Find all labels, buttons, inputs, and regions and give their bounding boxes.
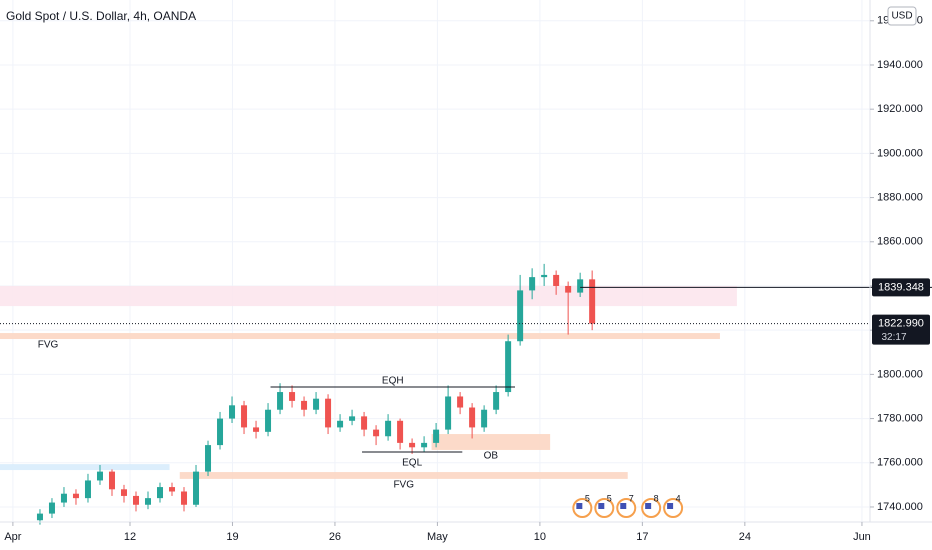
y-tick-label: 1740.000 (877, 501, 923, 513)
candle-body (229, 405, 235, 418)
candle-body (157, 487, 163, 498)
zone (432, 434, 551, 450)
candle-body (193, 472, 199, 505)
countdown-label: 32:17 (881, 332, 906, 343)
event-flag (576, 503, 582, 509)
candle-body (169, 487, 175, 491)
x-tick-label: 12 (124, 531, 136, 543)
candle-body (289, 392, 295, 401)
zone-label: FVG (393, 480, 414, 491)
candle-body (529, 277, 535, 290)
page: {"chart_data": { "type": "candlestick", … (0, 0, 932, 550)
event-count: 4 (676, 493, 681, 503)
marker-label: 1839.348 (878, 281, 924, 293)
candle-body (421, 443, 427, 447)
y-tick-label: 1940.000 (877, 59, 923, 71)
currency-label: USD (891, 11, 912, 22)
x-tick-label: May (427, 531, 448, 543)
zone-label: FVG (38, 340, 59, 351)
x-tick-label: 24 (739, 531, 751, 543)
y-tick-label: 1900.000 (877, 147, 923, 159)
candle-body (337, 421, 343, 428)
event-flag (620, 503, 626, 509)
candle-body (253, 427, 259, 431)
candle-body (217, 419, 223, 446)
x-tick-label: Jun (853, 531, 871, 543)
candle-body (121, 489, 127, 496)
y-tick-label: 1800.000 (877, 368, 923, 380)
x-tick-label: 19 (226, 531, 238, 543)
event-flag (598, 503, 604, 509)
candle-body (577, 279, 583, 292)
candle-body (541, 275, 547, 277)
candle-body (109, 472, 115, 490)
x-tick-label: 17 (636, 531, 648, 543)
y-tick-label: 1880.000 (877, 191, 923, 203)
x-tick-label: Apr (4, 531, 21, 543)
y-tick-label: 1760.000 (877, 457, 923, 469)
candle-body (457, 396, 463, 407)
event-count: 7 (629, 493, 634, 503)
candle-body (49, 503, 55, 514)
candle-body (565, 286, 571, 293)
event-count: 5 (607, 493, 612, 503)
event-flag (645, 503, 651, 509)
candle-body (85, 480, 91, 498)
candle-body (133, 496, 139, 505)
level-label: EQL (402, 458, 422, 469)
candle-body (313, 399, 319, 410)
zone (0, 464, 170, 470)
level-label: EQH (382, 376, 404, 387)
candle-body (241, 405, 247, 427)
chart: FVG FVG OB EQH EQL Gold Spot / U.S. Dollar, … (0, 0, 932, 550)
candle-body (505, 341, 511, 392)
candle-body (433, 430, 439, 443)
candle-body (373, 430, 379, 437)
candle-body (97, 472, 103, 481)
event-count: 8 (654, 493, 659, 503)
y-tick-label: 1860.000 (877, 236, 923, 248)
zone-label: OB (484, 451, 499, 462)
candle-body (481, 410, 487, 428)
x-tick-label: 10 (534, 531, 546, 543)
candle-body (277, 392, 283, 410)
y-tick-label: 1780.000 (877, 412, 923, 424)
candle-body (517, 290, 523, 341)
candle-body (181, 492, 187, 505)
candle-body (361, 416, 367, 429)
candle-body (61, 494, 67, 503)
candle-body (409, 443, 415, 447)
candle-body (301, 401, 307, 410)
last-price-label: 1822.990 (878, 317, 924, 329)
candle-body (553, 275, 559, 286)
zone (0, 333, 720, 339)
candle-body (145, 498, 151, 505)
candle-body (493, 392, 499, 410)
candle-body (205, 445, 211, 472)
candle-body (349, 416, 355, 420)
chart-title: Gold Spot / U.S. Dollar, 4h, OANDA (6, 9, 196, 23)
zone (180, 472, 628, 479)
candle-body (325, 399, 331, 428)
x-tick-label: 26 (329, 531, 341, 543)
candle-body (385, 421, 391, 436)
zone (0, 286, 737, 306)
y-tick-label: 1920.000 (877, 103, 923, 115)
candle-body (37, 514, 43, 521)
event-count: 5 (585, 493, 590, 503)
candle-body (445, 396, 451, 429)
candle-body (469, 408, 475, 428)
candle-body (397, 421, 403, 443)
candle-body (589, 279, 595, 323)
candle-body (265, 410, 271, 432)
event-flag (667, 503, 673, 509)
candle-body (73, 494, 79, 498)
